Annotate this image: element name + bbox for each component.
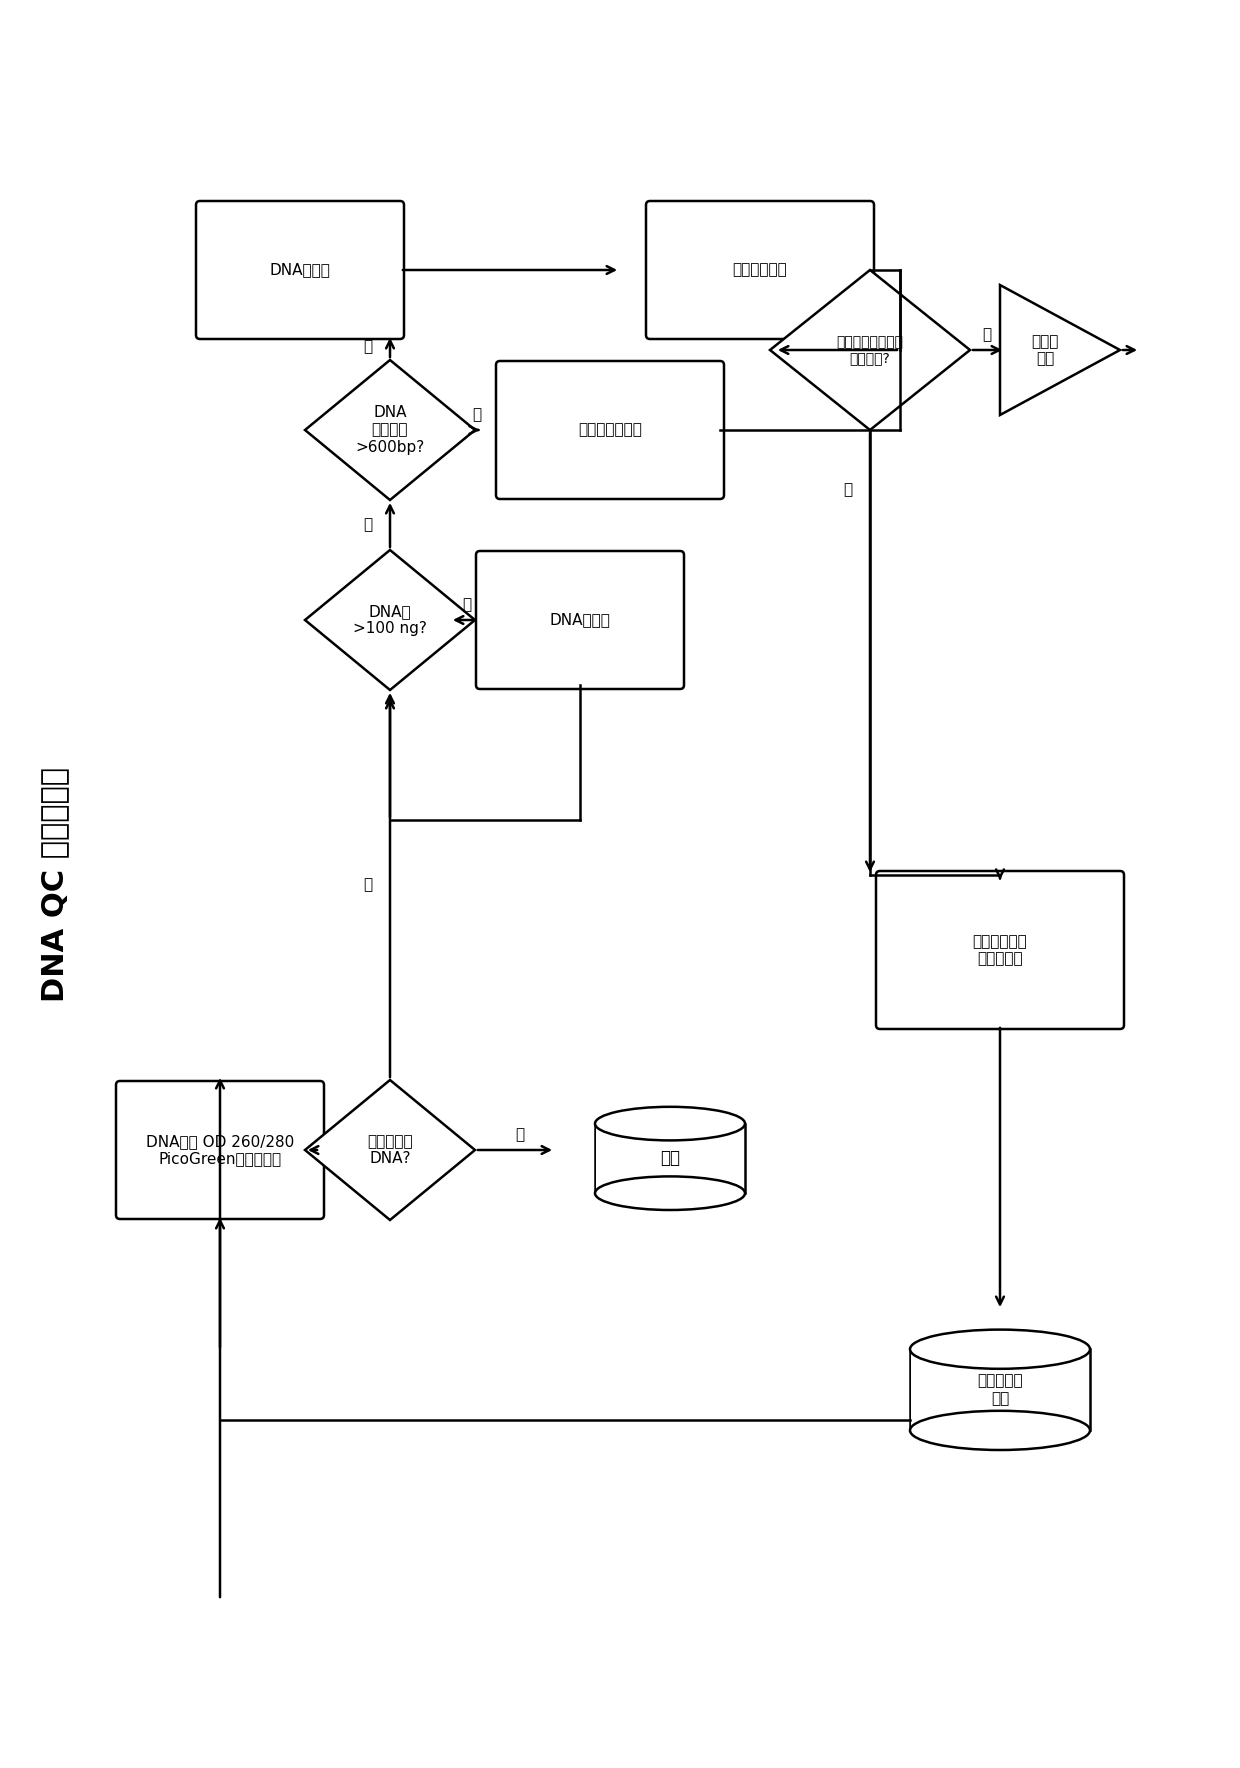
Text: DNA QC 和文库产生: DNA QC 和文库产生 [41, 767, 69, 1001]
FancyBboxPatch shape [596, 1124, 744, 1193]
Polygon shape [305, 361, 475, 500]
Polygon shape [770, 271, 970, 430]
Text: 到达前面的
步骤: 到达前面的 步骤 [977, 1374, 1023, 1406]
Text: 否: 否 [843, 483, 852, 497]
FancyBboxPatch shape [910, 1349, 1090, 1450]
Text: 短片段文库构建: 短片段文库构建 [578, 423, 642, 437]
Text: 文库产量和复杂性
合格样本?: 文库产量和复杂性 合格样本? [837, 334, 904, 366]
Text: DNA量
>100 ng?: DNA量 >100 ng? [353, 605, 427, 636]
Text: 是: 是 [363, 877, 372, 893]
Text: 标准文库构建: 标准文库构建 [733, 262, 787, 278]
Text: 到达杂
捕捉: 到达杂 捕捉 [1032, 334, 1059, 366]
FancyBboxPatch shape [911, 1349, 1089, 1430]
Text: 否: 否 [472, 407, 481, 423]
Text: 弃样: 弃样 [660, 1149, 680, 1167]
Ellipse shape [595, 1176, 745, 1209]
Text: 否: 否 [463, 598, 471, 612]
FancyBboxPatch shape [196, 202, 404, 339]
Polygon shape [305, 550, 475, 690]
Text: DNA表征 OD 260/280
PicoGreen生物分析仪: DNA表征 OD 260/280 PicoGreen生物分析仪 [146, 1133, 294, 1167]
Ellipse shape [595, 1107, 745, 1140]
FancyBboxPatch shape [875, 872, 1123, 1029]
Text: DNA预扩增: DNA预扩增 [549, 612, 610, 628]
Text: 否: 否 [516, 1128, 525, 1142]
FancyBboxPatch shape [117, 1080, 324, 1218]
Text: 存在可检测
DNA?: 存在可检测 DNA? [367, 1133, 413, 1167]
Ellipse shape [910, 1411, 1090, 1450]
Polygon shape [305, 1080, 475, 1220]
Text: 是: 是 [363, 339, 372, 355]
FancyBboxPatch shape [595, 1124, 745, 1209]
Text: 是: 是 [982, 327, 992, 343]
FancyBboxPatch shape [496, 361, 724, 499]
Polygon shape [999, 285, 1120, 415]
Text: DNA
片段大小
>600bp?: DNA 片段大小 >600bp? [356, 405, 424, 454]
Text: 是: 是 [363, 518, 372, 532]
FancyBboxPatch shape [646, 202, 874, 339]
FancyBboxPatch shape [476, 552, 684, 690]
Text: 基于失败模式
选择返工器: 基于失败模式 选择返工器 [972, 934, 1028, 965]
Ellipse shape [910, 1330, 1090, 1368]
Text: DNA片段化: DNA片段化 [269, 262, 330, 278]
